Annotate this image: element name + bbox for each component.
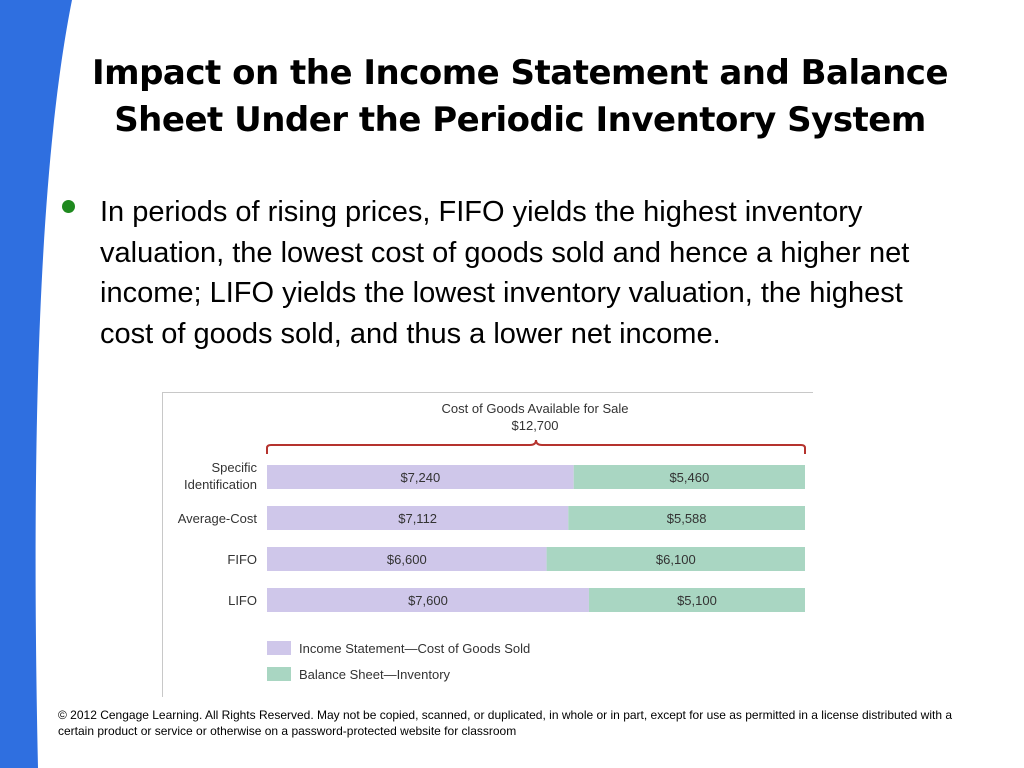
inventory-value-label: $5,100 [677,593,717,608]
category-label-line: Identification [184,477,257,492]
legend-swatch-cogs [267,641,291,655]
cogs-value-label: $7,112 [398,511,437,526]
chart-subtitle: $12,700 [512,418,559,433]
category-label: Average-Cost [178,511,258,526]
chart-canvas: Cost of Goods Available for Sale $12,700… [178,401,806,682]
bullet-text: In periods of rising prices, FIFO yields… [100,196,910,350]
category-label-line: Specific [211,460,257,475]
chart-title: Cost of Goods Available for Sale [442,401,629,416]
inventory-value-label: $6,100 [656,552,696,567]
inventory-bar [546,547,805,571]
inventory-method-chart: Cost of Goods Available for Sale $12,700… [162,392,813,697]
cogs-value-label: $7,600 [408,593,448,608]
inventory-value-label: $5,588 [667,511,707,526]
copyright-footer: © 2012 Cengage Learning. All Rights Rese… [58,708,953,738]
cogs-bar [267,547,547,571]
cogs-value-label: $7,240 [400,470,440,485]
legend-swatch-inventory [267,667,291,681]
inventory-bar [573,465,805,489]
slide-title: Impact on the Income Statement and Balan… [91,53,949,140]
inventory-bar [568,506,805,530]
category-label: FIFO [227,552,257,567]
legend-label-cogs: Income Statement—Cost of Goods Sold [299,641,530,656]
legend-label-inventory: Balance Sheet—Inventory [299,667,451,682]
category-label: Specific Identification [184,460,257,492]
cogs-bar [267,465,574,489]
cogs-bar [267,588,589,612]
total-brace [266,439,806,454]
category-label: LIFO [228,593,257,608]
cogs-value-label: $6,600 [387,552,427,567]
inventory-bar [588,588,805,612]
inventory-value-label: $5,460 [669,470,709,485]
cogs-bar [267,506,569,530]
bullet-dot-icon [62,200,75,213]
